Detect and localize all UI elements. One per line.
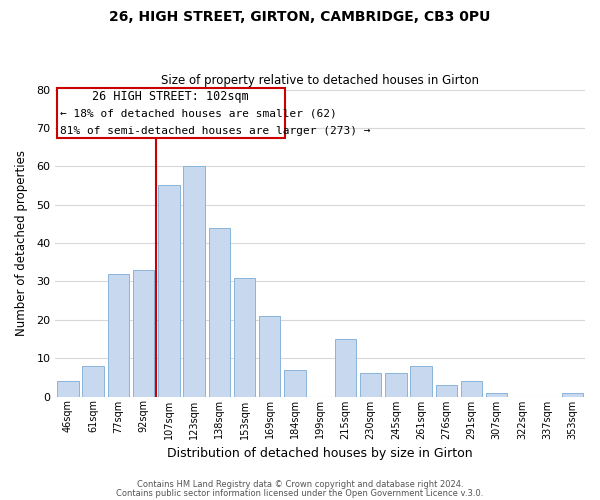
FancyBboxPatch shape [56,88,285,138]
Bar [335,339,356,396]
X-axis label: Distribution of detached houses by size in Girton: Distribution of detached houses by size … [167,447,473,460]
Bar [436,385,457,396]
Text: 81% of semi-detached houses are larger (273) →: 81% of semi-detached houses are larger (… [61,126,371,136]
Bar [184,166,205,396]
Text: 26, HIGH STREET, GIRTON, CAMBRIDGE, CB3 0PU: 26, HIGH STREET, GIRTON, CAMBRIDGE, CB3 … [109,10,491,24]
Text: 26 HIGH STREET: 102sqm: 26 HIGH STREET: 102sqm [92,90,249,102]
Bar [158,186,179,396]
Bar [259,316,280,396]
Bar [410,366,432,396]
Y-axis label: Number of detached properties: Number of detached properties [15,150,28,336]
Bar [486,392,508,396]
Bar [385,374,407,396]
Bar [57,381,79,396]
Bar [209,228,230,396]
Bar [234,278,255,396]
Text: ← 18% of detached houses are smaller (62): ← 18% of detached houses are smaller (62… [61,108,337,118]
Bar [562,392,583,396]
Bar [82,366,104,396]
Bar [461,381,482,396]
Text: Contains public sector information licensed under the Open Government Licence v.: Contains public sector information licen… [116,489,484,498]
Bar [133,270,154,396]
Title: Size of property relative to detached houses in Girton: Size of property relative to detached ho… [161,74,479,87]
Bar [360,374,382,396]
Bar [284,370,305,396]
Text: Contains HM Land Registry data © Crown copyright and database right 2024.: Contains HM Land Registry data © Crown c… [137,480,463,489]
Bar [107,274,129,396]
